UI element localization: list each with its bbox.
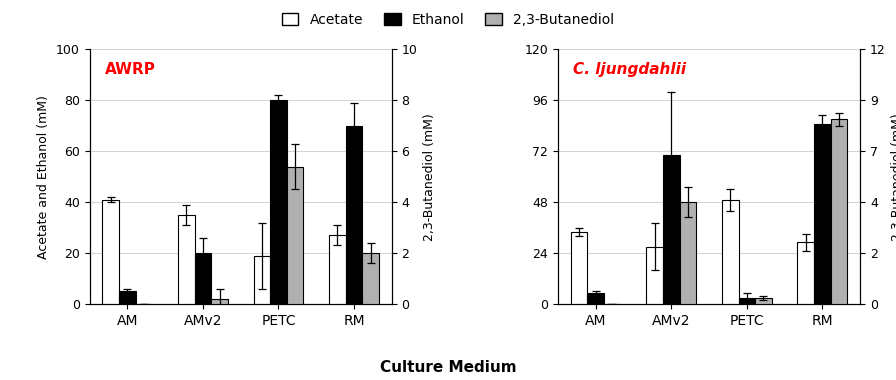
Bar [178,215,194,304]
Bar [102,200,119,304]
Y-axis label: 2,3-Butanediol (mM): 2,3-Butanediol (mM) [423,113,436,241]
Bar [271,100,287,304]
Bar [755,298,771,304]
Bar [119,291,135,304]
Bar [831,119,848,304]
Bar [797,242,814,304]
Bar [254,256,271,304]
Bar [362,253,379,304]
Bar [287,166,304,304]
Text: AWRP: AWRP [105,62,156,77]
Y-axis label: Acetate and Ethanol (mM): Acetate and Ethanol (mM) [38,95,50,259]
Bar [194,253,211,304]
Bar [571,232,588,304]
Bar [211,299,228,304]
Bar [329,235,346,304]
Text: Culture Medium: Culture Medium [380,360,516,375]
Legend: Acetate, Ethanol, 2,3-Butanediol: Acetate, Ethanol, 2,3-Butanediol [276,7,620,32]
Bar [588,293,604,304]
Bar [663,155,679,304]
Bar [646,247,663,304]
Y-axis label: 2,3-Butanediol (mM): 2,3-Butanediol (mM) [892,113,896,241]
Bar [679,202,696,304]
Bar [814,124,831,304]
Bar [722,200,738,304]
Text: C. ljungdahlii: C. ljungdahlii [573,62,686,77]
Bar [738,298,755,304]
Bar [346,126,362,304]
